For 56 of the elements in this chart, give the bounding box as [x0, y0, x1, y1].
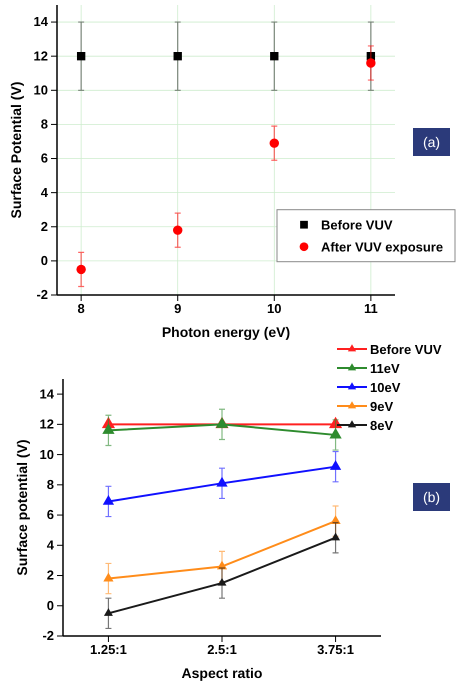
- x-tick-label: 10: [267, 301, 282, 316]
- y-tick-label: 10: [34, 82, 48, 98]
- x-tick-label: 11: [364, 301, 378, 316]
- point: [270, 138, 280, 148]
- point: [172, 225, 182, 235]
- point: [216, 560, 228, 570]
- legend-label: After VUV exposure: [321, 240, 444, 255]
- point: [102, 494, 114, 505]
- y-tick-label: 14: [34, 14, 49, 30]
- point: [76, 52, 86, 60]
- point: [104, 608, 113, 616]
- y-tick-label: 10: [40, 446, 54, 462]
- legend-label: Before VUV: [321, 218, 393, 233]
- x-tick-label: 2.5:1: [207, 642, 237, 658]
- y-tick-label: -2: [42, 628, 54, 644]
- y-tick-label: 2: [40, 218, 48, 234]
- x-axis-title: Photon energy (eV): [162, 324, 290, 340]
- y-tick-label: 12: [34, 48, 48, 64]
- y-tick-label: 8: [40, 116, 48, 132]
- point: [103, 572, 114, 582]
- text: (a): [422, 134, 440, 150]
- y-tick-label: 4: [46, 537, 55, 552]
- point: [102, 423, 115, 434]
- legend-label: 11eV: [370, 361, 400, 376]
- point: [331, 532, 340, 540]
- legend-label: 9eV: [370, 399, 394, 414]
- point: [329, 428, 342, 438]
- point: [330, 515, 341, 524]
- point: [216, 476, 228, 487]
- y-tick-label: -2: [36, 287, 48, 302]
- point: [76, 264, 86, 274]
- y-axis-title: Surface potential (V): [14, 439, 30, 576]
- x-tick-label: 1.25:1: [90, 642, 127, 658]
- y-tick-label: 6: [40, 150, 48, 166]
- point: [174, 52, 182, 60]
- y-tick-label: 2: [46, 568, 54, 583]
- y-tick-label: 12: [40, 416, 54, 432]
- x-tick-label: 8: [78, 301, 85, 316]
- x-axis-title: Aspect ratio: [182, 665, 262, 681]
- text: (b): [422, 489, 440, 505]
- point: [218, 578, 226, 586]
- y-tick-label: 8: [46, 476, 54, 492]
- y-tick-label: 6: [46, 507, 54, 522]
- point: [366, 58, 376, 68]
- legend-label: 10eV: [370, 380, 401, 395]
- y-tick-label: 14: [40, 386, 55, 402]
- y-tick-label: 0: [40, 253, 48, 268]
- point: [270, 52, 278, 60]
- y-tick-label: 0: [46, 598, 54, 613]
- x-tick-label: 3.75:1: [317, 642, 354, 658]
- legend-label: Before VUV: [370, 342, 442, 357]
- x-tick-label: 9: [174, 301, 182, 316]
- legend-label: 8eV: [370, 418, 394, 433]
- y-axis-title: Surface Potential (V): [8, 82, 24, 218]
- y-tick-label: 4: [40, 184, 49, 200]
- point: [330, 460, 342, 470]
